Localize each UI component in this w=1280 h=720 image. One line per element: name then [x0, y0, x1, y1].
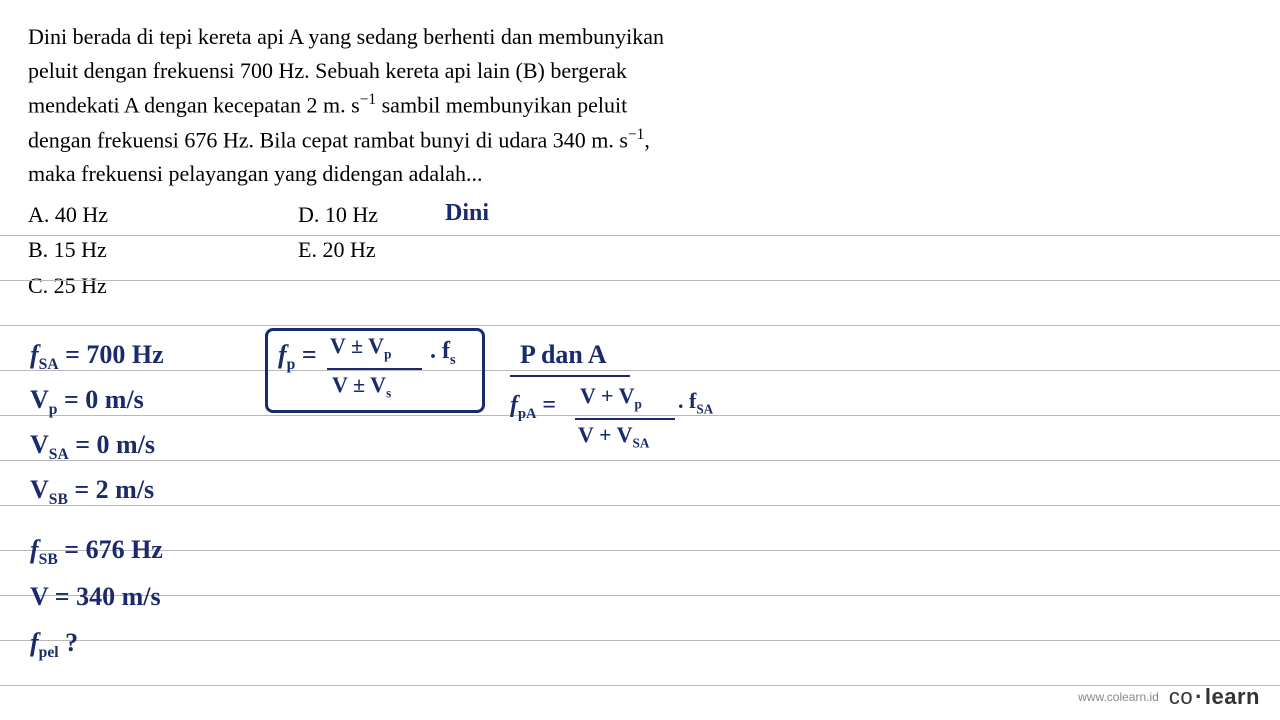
q-line5: maka frekuensi pelayangan yang didengan …	[28, 161, 482, 186]
hw-pdan: P dan A	[520, 340, 607, 370]
hw-fpa-fsa: . fSA	[678, 388, 713, 417]
hw-dini: Dini	[445, 200, 489, 227]
hw-formula-fp: fp =	[278, 340, 317, 374]
ruled-line	[0, 370, 1280, 371]
footer: www.colearn.id co·learn	[1078, 684, 1260, 710]
ruled-line	[0, 640, 1280, 641]
q-line3-post: sambil membunyikan peluit	[376, 93, 627, 118]
hw-formula-fs: . fs	[430, 338, 456, 369]
ruled-line	[0, 415, 1280, 416]
hw-fpa-num: V + Vp	[580, 383, 642, 412]
q-line2: peluit dengan frekuensi 700 Hz. Sebuah k…	[28, 58, 627, 83]
q-line4-pre: dengan frekuensi 676 Hz. Bila cepat ramb…	[28, 127, 628, 152]
hw-pdan-underline	[510, 375, 630, 377]
ruled-line	[0, 235, 1280, 236]
hw-vp: Vp = 0 m/s	[30, 385, 144, 419]
hw-fsa: fSA = 700 Hz	[30, 340, 164, 374]
hw-vsb: VSB = 2 m/s	[30, 475, 154, 509]
hw-v: V = 340 m/s	[30, 582, 161, 612]
hw-fsb: fSB = 676 Hz	[30, 535, 163, 569]
hw-formula-num: V ± Vp	[330, 333, 391, 362]
footer-logo: co·learn	[1169, 684, 1260, 710]
footer-url: www.colearn.id	[1078, 690, 1159, 704]
ruled-line	[0, 595, 1280, 596]
q-line4-sup: −1	[628, 126, 644, 143]
q-line1: Dini berada di tepi kereta api A yang se…	[28, 24, 664, 49]
ruled-line	[0, 550, 1280, 551]
q-line4-post: ,	[644, 127, 650, 152]
hw-fpa-den: V + VSA	[578, 422, 649, 451]
ruled-line	[0, 325, 1280, 326]
hw-fpa-fracline	[575, 418, 675, 420]
hw-formula-fracline	[327, 368, 422, 370]
question-text: Dini berada di tepi kereta api A yang se…	[28, 20, 708, 191]
ruled-line	[0, 460, 1280, 461]
handwriting-area	[0, 188, 1280, 720]
q-line3-pre: mendekati A dengan kecepatan 2 m. s	[28, 93, 360, 118]
ruled-line	[0, 280, 1280, 281]
hw-fpel: fpel ?	[30, 628, 78, 662]
ruled-line	[0, 505, 1280, 506]
hw-fpa: fpA =	[510, 392, 556, 423]
hw-formula-den: V ± Vs	[332, 372, 391, 401]
q-line3-sup: −1	[360, 91, 376, 108]
hw-vsa: VSA = 0 m/s	[30, 430, 155, 464]
